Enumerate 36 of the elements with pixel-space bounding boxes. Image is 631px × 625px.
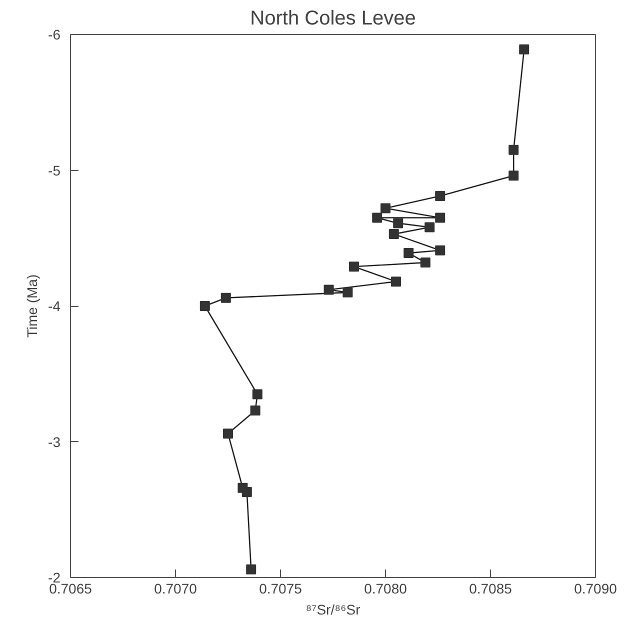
point (380, 203, 390, 214)
point (349, 262, 359, 272)
x-tick-label: 0.7080 (364, 580, 408, 596)
point (223, 428, 233, 439)
point (519, 44, 530, 54)
point (246, 564, 256, 574)
y-tick-label: -5 (48, 162, 61, 178)
x-tick-label: 0.7085 (469, 580, 512, 596)
point (424, 222, 435, 232)
point (252, 389, 262, 400)
point (391, 276, 401, 287)
point (420, 258, 430, 268)
point (250, 406, 260, 416)
y-tick-label: -4 (48, 298, 61, 314)
y-tick-label: -3 (48, 434, 61, 450)
point (324, 284, 334, 295)
point (508, 170, 519, 181)
point (220, 292, 231, 303)
y-axis-title: Time (Ma) (24, 274, 40, 338)
point (372, 212, 382, 223)
point (508, 144, 519, 155)
point (342, 287, 353, 298)
y-tick-label: -6 (48, 26, 61, 42)
point (435, 245, 446, 256)
point (435, 191, 446, 202)
x-axis-title: ⁸⁷Sr/⁸⁶Sr (306, 602, 361, 618)
chart-title: North Coles Levee (250, 8, 416, 30)
x-tick-label: 0.7070 (154, 580, 198, 596)
point (388, 229, 399, 240)
point (393, 218, 404, 228)
point (404, 248, 414, 258)
x-tick-label: 0.7075 (259, 580, 302, 596)
x-tick-label: 0.7090 (574, 580, 618, 596)
point (435, 212, 446, 223)
point (238, 482, 248, 493)
point (200, 301, 210, 311)
